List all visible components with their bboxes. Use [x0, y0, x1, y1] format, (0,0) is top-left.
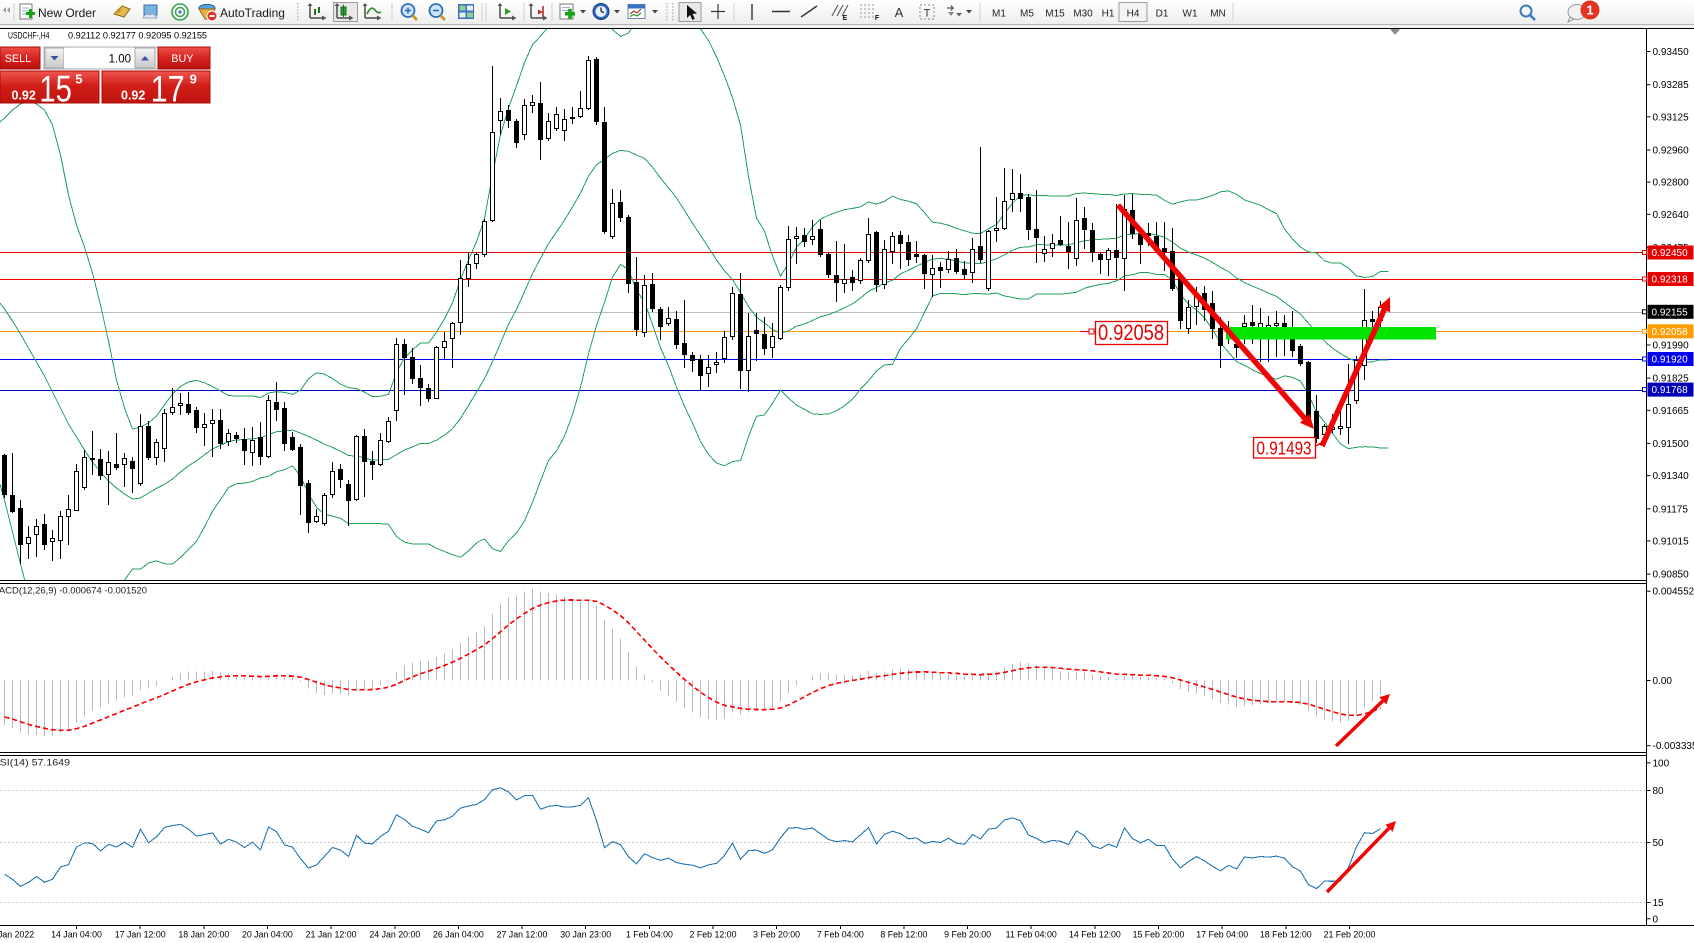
- svg-text:20 Jan 04:00: 20 Jan 04:00: [242, 930, 293, 940]
- svg-text:11 Feb 04:00: 11 Feb 04:00: [1006, 930, 1057, 940]
- svg-text:27 Jan 12:00: 27 Jan 12:00: [497, 930, 548, 940]
- svg-text:100: 100: [1653, 758, 1670, 769]
- svg-text:5: 5: [75, 72, 82, 87]
- svg-text:-0.003335: -0.003335: [1653, 741, 1694, 752]
- svg-text:W1: W1: [1183, 9, 1198, 20]
- svg-text:SELL: SELL: [5, 53, 31, 65]
- svg-text:80: 80: [1653, 786, 1665, 797]
- svg-text:0.91175: 0.91175: [1653, 504, 1689, 515]
- svg-text:9: 9: [190, 72, 197, 87]
- svg-text:M30: M30: [1073, 9, 1093, 20]
- svg-text:0.91665: 0.91665: [1653, 406, 1690, 417]
- svg-text:Jan 2022: Jan 2022: [0, 930, 34, 940]
- svg-text:0.92058: 0.92058: [1652, 327, 1689, 338]
- svg-text:MN: MN: [1210, 9, 1226, 20]
- svg-text:0: 0: [1653, 914, 1659, 925]
- svg-text:18 Feb 12:00: 18 Feb 12:00: [1260, 930, 1312, 940]
- svg-text:15: 15: [39, 67, 72, 109]
- svg-text:0.91768: 0.91768: [1652, 385, 1689, 396]
- svg-text:24 Jan 20:00: 24 Jan 20:00: [369, 930, 420, 940]
- svg-text:15: 15: [1653, 898, 1665, 909]
- svg-text:3 Feb 20:00: 3 Feb 20:00: [753, 930, 800, 940]
- svg-text:0.91990: 0.91990: [1653, 341, 1690, 352]
- svg-text:0.92450: 0.92450: [1652, 248, 1689, 259]
- svg-text:0.91015: 0.91015: [1653, 536, 1690, 547]
- svg-text:14 Jan 04:00: 14 Jan 04:00: [51, 930, 102, 940]
- svg-text:1.00: 1.00: [109, 54, 131, 66]
- svg-text:T: T: [924, 8, 931, 20]
- svg-text:AutoTrading: AutoTrading: [220, 6, 285, 20]
- svg-text:1: 1: [1586, 3, 1593, 18]
- svg-text:0.90850: 0.90850: [1653, 570, 1690, 581]
- svg-text:0.91493: 0.91493: [1257, 438, 1312, 459]
- svg-text:0.92960: 0.92960: [1653, 146, 1690, 157]
- svg-text:0.92318: 0.92318: [1652, 275, 1689, 286]
- svg-text:14 Feb 12:00: 14 Feb 12:00: [1069, 930, 1121, 940]
- svg-text:H1: H1: [1102, 9, 1115, 20]
- svg-text:8 Feb 12:00: 8 Feb 12:00: [880, 930, 927, 940]
- svg-text:New Order: New Order: [38, 6, 96, 20]
- svg-text:26 Jan 04:00: 26 Jan 04:00: [433, 930, 484, 940]
- svg-text:0.004552: 0.004552: [1653, 587, 1694, 598]
- svg-text:0.92155: 0.92155: [1652, 307, 1689, 318]
- svg-text:BUY: BUY: [171, 53, 193, 65]
- svg-text:0.92112 0.92177 0.92095 0.9215: 0.92112 0.92177 0.92095 0.92155: [68, 30, 207, 41]
- svg-text:0.91340: 0.91340: [1653, 471, 1690, 482]
- svg-text:17: 17: [151, 67, 185, 109]
- svg-text:50: 50: [1653, 838, 1665, 849]
- svg-text:0.91825: 0.91825: [1653, 374, 1690, 385]
- svg-text:0.93450: 0.93450: [1653, 47, 1690, 58]
- svg-text:0.93285: 0.93285: [1653, 80, 1690, 91]
- svg-text:0.00: 0.00: [1653, 676, 1673, 687]
- svg-text:M5: M5: [1020, 9, 1034, 20]
- svg-text:21 Jan 12:00: 21 Jan 12:00: [306, 930, 357, 940]
- svg-text:15 Feb 20:00: 15 Feb 20:00: [1133, 930, 1185, 940]
- svg-text:2 Feb 12:00: 2 Feb 12:00: [690, 930, 737, 940]
- svg-text:1 Feb 04:00: 1 Feb 04:00: [626, 930, 673, 940]
- svg-text:0.92640: 0.92640: [1653, 210, 1690, 221]
- svg-text:0.92058: 0.92058: [1098, 320, 1164, 345]
- svg-text:F: F: [875, 15, 880, 22]
- svg-text:0.91920: 0.91920: [1652, 355, 1689, 366]
- svg-text:18 Jan 20:00: 18 Jan 20:00: [178, 930, 229, 940]
- svg-text:M1: M1: [992, 9, 1006, 20]
- svg-text:0.92800: 0.92800: [1653, 178, 1690, 189]
- svg-text:7 Feb 04:00: 7 Feb 04:00: [817, 930, 864, 940]
- svg-text:0.92: 0.92: [121, 89, 145, 103]
- svg-text:RSI(14) 57.1649: RSI(14) 57.1649: [0, 757, 70, 768]
- svg-text:D1: D1: [1156, 9, 1169, 20]
- svg-text:21 Feb 20:00: 21 Feb 20:00: [1324, 930, 1376, 940]
- svg-text:E: E: [843, 15, 848, 22]
- svg-text:0.92: 0.92: [12, 89, 36, 103]
- svg-text:A: A: [895, 5, 904, 20]
- svg-text:MACD(12,26,9) -0.000674 -0.001: MACD(12,26,9) -0.000674 -0.001520: [0, 586, 147, 597]
- svg-text:USDCHF-,H4: USDCHF-,H4: [8, 30, 50, 41]
- svg-text:17 Feb 04:00: 17 Feb 04:00: [1196, 930, 1248, 940]
- svg-text:H4: H4: [1127, 9, 1140, 20]
- svg-text:0.91500: 0.91500: [1653, 439, 1690, 450]
- svg-text:30 Jan 23:00: 30 Jan 23:00: [560, 930, 611, 940]
- svg-text:M15: M15: [1045, 9, 1065, 20]
- svg-text:17 Jan 12:00: 17 Jan 12:00: [115, 930, 166, 940]
- svg-text:0.93125: 0.93125: [1653, 112, 1690, 123]
- svg-text:9 Feb 20:00: 9 Feb 20:00: [944, 930, 991, 940]
